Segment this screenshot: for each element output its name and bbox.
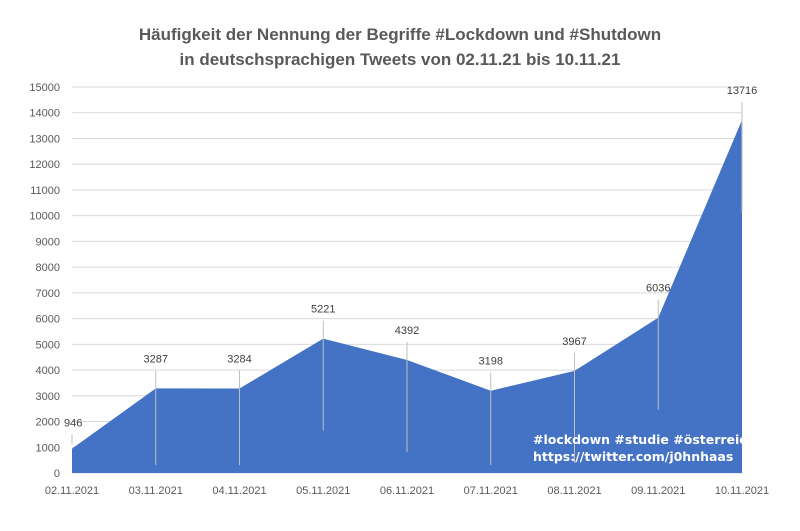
watermark-url: https://twitter.com/j0hnhaas xyxy=(533,449,734,464)
data-label: 13716 xyxy=(727,85,758,97)
y-tick-label: 2000 xyxy=(36,417,60,429)
x-tick-label: 09.11.2021 xyxy=(631,485,685,497)
chart-subtitle: in deutschsprachigen Tweets von 02.11.21… xyxy=(179,50,621,69)
x-tick-label: 10.11.2021 xyxy=(715,485,769,497)
watermark-hashtags: #lockdown #studie #österreich xyxy=(533,432,756,447)
y-tick-label: 13000 xyxy=(29,133,60,145)
data-label: 3284 xyxy=(227,353,251,365)
y-tick-label: 1000 xyxy=(36,442,60,454)
y-tick-label: 15000 xyxy=(29,82,60,94)
y-tick-label: 12000 xyxy=(29,159,60,171)
x-tick-label: 04.11.2021 xyxy=(212,485,266,497)
y-tick-label: 9000 xyxy=(36,236,60,248)
y-tick-label: 14000 xyxy=(29,108,60,120)
y-tick-label: 6000 xyxy=(36,314,60,326)
x-axis-ticks: 02.11.2021 03.11.2021 04.11.2021 05.11.2021… xyxy=(45,485,769,497)
y-tick-label: 3000 xyxy=(36,391,60,403)
x-tick-label: 08.11.2021 xyxy=(547,485,601,497)
chart-title-block: Häufigkeit der Nennung der Begriffe #Loc… xyxy=(0,22,800,72)
data-label: 946 xyxy=(64,418,82,430)
data-labels: 946 3287 3284 5221 4392 3198 3967 6036 13716 xyxy=(64,85,757,430)
chart-title: Häufigkeit der Nennung der Begriffe #Loc… xyxy=(138,25,662,44)
watermark: #lockdown #studie #österreich https://tw… xyxy=(533,431,756,465)
x-tick-label: 03.11.2021 xyxy=(129,485,183,497)
x-tick-label: 05.11.2021 xyxy=(296,485,350,497)
y-tick-label: 0 xyxy=(54,468,60,480)
leader-lines xyxy=(71,102,743,465)
x-tick-label: 02.11.2021 xyxy=(45,485,99,497)
x-tick-label: 07.11.2021 xyxy=(464,485,518,497)
y-tick-label: 7000 xyxy=(36,288,60,300)
data-label: 5221 xyxy=(311,304,335,316)
y-tick-label: 10000 xyxy=(29,211,60,223)
x-tick-label: 06.11.2021 xyxy=(380,485,434,497)
y-tick-label: 5000 xyxy=(36,339,60,351)
y-axis-ticks: 0 1000 2000 3000 4000 5000 6000 7000 8000 9000 100… xyxy=(29,82,60,480)
y-tick-label: 11000 xyxy=(30,185,60,197)
data-label: 3287 xyxy=(144,353,168,365)
data-label: 3198 xyxy=(479,356,503,368)
data-label: 6036 xyxy=(646,283,670,295)
data-label: 3967 xyxy=(562,336,586,348)
y-tick-label: 4000 xyxy=(36,365,60,377)
data-label: 4392 xyxy=(395,325,419,337)
y-tick-label: 8000 xyxy=(36,262,60,274)
